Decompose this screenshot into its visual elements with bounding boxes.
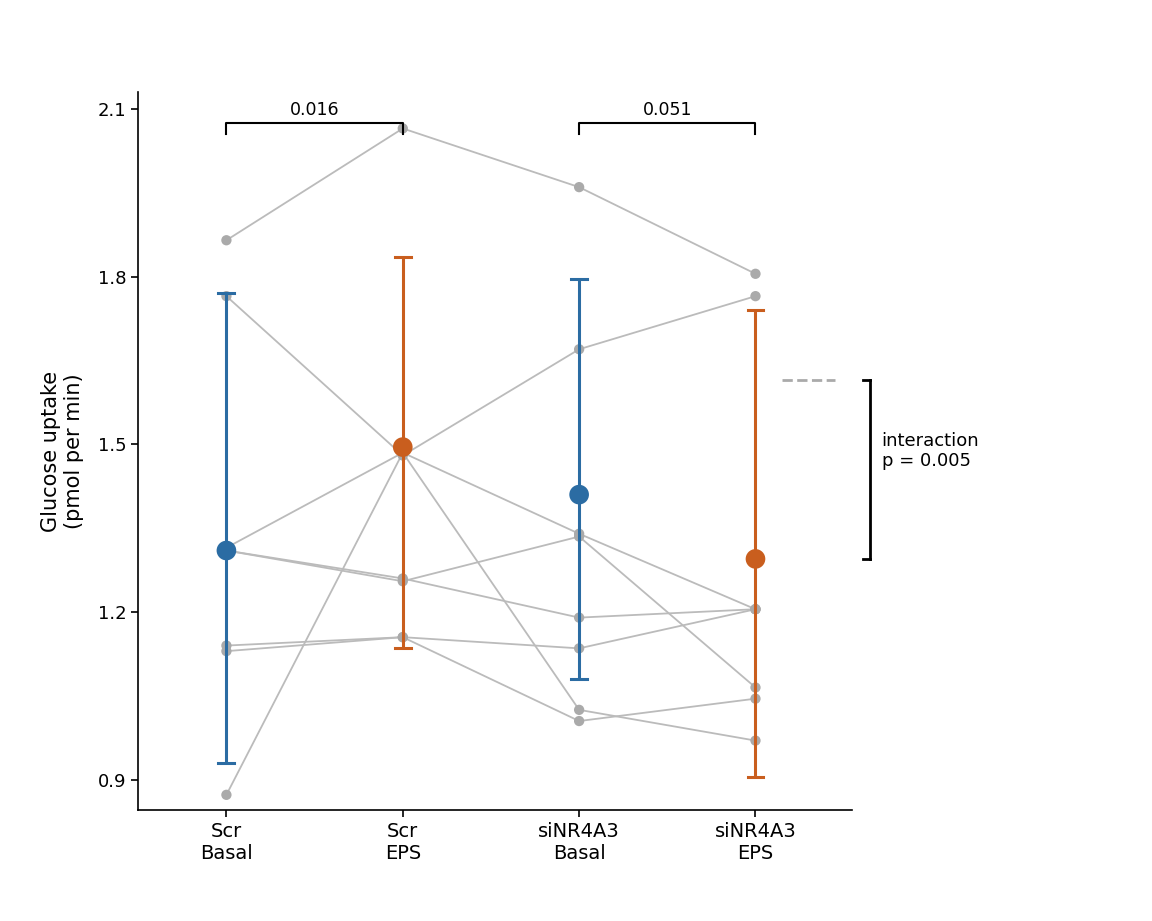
Point	[218, 541, 236, 555]
Point	[394, 446, 412, 460]
Point	[394, 630, 412, 645]
Point	[746, 601, 765, 616]
Point	[394, 571, 412, 586]
Point	[394, 574, 412, 589]
Point	[746, 601, 765, 616]
Point	[746, 289, 765, 304]
Point	[746, 680, 765, 694]
Point	[218, 289, 236, 304]
Point	[570, 641, 589, 656]
Point	[570, 342, 589, 356]
Point	[570, 530, 589, 544]
Point	[746, 266, 765, 281]
Point	[394, 449, 412, 463]
Text: 0.051: 0.051	[643, 101, 692, 120]
Point	[746, 733, 765, 748]
Point	[570, 611, 589, 625]
Point	[394, 630, 412, 645]
Point	[218, 543, 236, 558]
Point	[746, 692, 765, 706]
Y-axis label: Glucose uptake
(pmol per min): Glucose uptake (pmol per min)	[40, 371, 84, 531]
Point	[218, 787, 236, 802]
Point	[218, 233, 236, 248]
Point	[746, 552, 765, 566]
Point	[570, 703, 589, 717]
Point	[570, 487, 589, 502]
Point	[218, 638, 236, 653]
Point	[570, 714, 589, 729]
Point	[218, 543, 236, 558]
Point	[746, 601, 765, 616]
Text: 0.016: 0.016	[290, 101, 340, 120]
Text: interaction
p = 0.005: interaction p = 0.005	[881, 432, 979, 471]
Point	[570, 180, 589, 194]
Point	[218, 644, 236, 659]
Point	[394, 439, 412, 454]
Point	[570, 527, 589, 542]
Point	[394, 121, 412, 135]
Point	[394, 446, 412, 460]
Point	[218, 543, 236, 558]
